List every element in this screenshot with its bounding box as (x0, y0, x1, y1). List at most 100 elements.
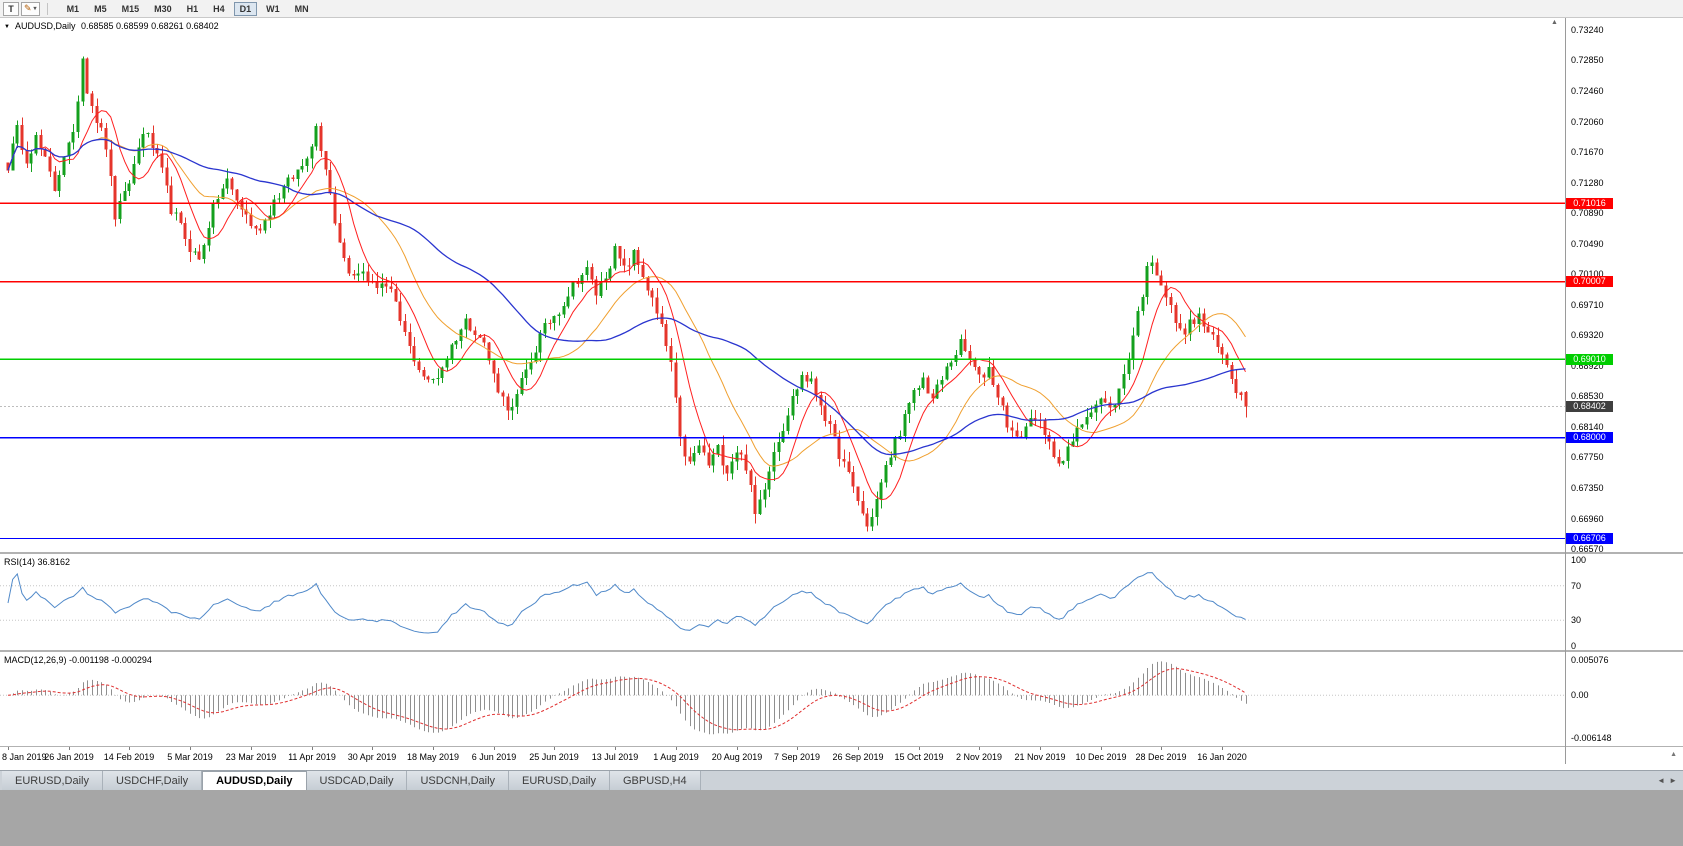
chart-tab-audusd-daily[interactable]: AUDUSD,Daily (202, 771, 307, 790)
date-tick-mark (129, 747, 130, 750)
price-tick-label: 0.71670 (1571, 147, 1604, 158)
price-tick-label: 0.72060 (1571, 116, 1604, 127)
date-label: 13 Jul 2019 (591, 752, 639, 762)
date-label: 8 Jan 2019 (2, 752, 47, 762)
chart-tab-usdcnh-daily[interactable]: USDCNH,Daily (407, 771, 510, 790)
timeframe-button-m15[interactable]: M15 (116, 2, 146, 16)
timeframe-button-h1[interactable]: H1 (181, 2, 205, 16)
date-tick-mark (69, 747, 70, 750)
date-tick-mark (1161, 747, 1162, 750)
pane-splitter[interactable] (0, 552, 1683, 554)
date-tick-mark (312, 747, 313, 750)
date-tick-mark (8, 747, 9, 750)
hline-price-badge: 0.66706 (1566, 532, 1613, 544)
chart-tab-usdcad-daily[interactable]: USDCAD,Daily (306, 771, 408, 790)
timeframe-button-m5[interactable]: M5 (88, 2, 113, 16)
tabbar-spacer (701, 771, 1652, 790)
price-tick-label: 0.72460 (1571, 85, 1604, 96)
timeframe-button-mn[interactable]: MN (289, 2, 315, 16)
price-tick-label: 0.66570 (1571, 544, 1604, 552)
price-tick-label: 0.68530 (1571, 391, 1604, 402)
price-tick-label: 0.67750 (1571, 452, 1604, 463)
price-tick-label: 0.70490 (1571, 238, 1604, 249)
macd-tick-label: -0.006148 (1571, 733, 1612, 743)
timeframe-button-m30[interactable]: M30 (148, 2, 178, 16)
pane-splitter[interactable] (0, 650, 1683, 652)
pencil-icon: ✎ (24, 3, 32, 13)
date-label: 15 Oct 2019 (894, 752, 944, 762)
date-label: 10 Dec 2019 (1075, 752, 1127, 762)
axis-corner: ▲ (1566, 747, 1683, 764)
timeframe-button-h4[interactable]: H4 (207, 2, 231, 16)
chart-toolbar: T ✎ ▾ M1 M5 M15 M30 H1 H4 D1 W1 MN (0, 0, 1683, 18)
chart-tab-eurusd-daily[interactable]: EURUSD,Daily (509, 771, 610, 790)
chart-tab-usdchf-daily[interactable]: USDCHF,Daily (102, 771, 203, 790)
main-price-chart[interactable]: ▼ AUDUSD,Daily 0.68585 0.68599 0.68261 0… (0, 18, 1565, 552)
chart-tab-eurusd-daily[interactable]: EURUSD,Daily (2, 771, 103, 790)
date-tick-mark (919, 747, 920, 750)
date-tick-mark (615, 747, 616, 750)
date-tick-mark (1101, 747, 1102, 750)
tab-scroll-right-icon[interactable]: ► (1669, 776, 1677, 785)
rsi-tick-label: 0 (1571, 641, 1577, 650)
chart-symbol-label: AUDUSD,Daily (14, 21, 76, 31)
date-tick-mark (1222, 747, 1223, 750)
price-tick-label: 0.70890 (1571, 207, 1604, 218)
price-tick-label: 0.69320 (1571, 330, 1604, 341)
window-background (0, 790, 1683, 846)
date-tick-mark (737, 747, 738, 750)
date-tick-mark (797, 747, 798, 750)
macd-axis[interactable]: 0.005076 0.00 -0.006148 (1566, 652, 1683, 746)
date-tick-mark (372, 747, 373, 750)
price-tick-label: 0.67350 (1571, 483, 1604, 494)
rsi-label: RSI(14) 36.8162 (4, 557, 71, 567)
time-axis[interactable]: 8 Jan 2019 26 Jan 2019 14 Feb 2019 5 Mar 20… (0, 747, 1565, 764)
draw-tool-button[interactable]: ✎ ▾ (21, 1, 40, 16)
symbol-marker-icon: ▼ (4, 24, 10, 30)
hline-price-badge: 0.70007 (1566, 276, 1613, 288)
price-axis[interactable]: 0.73240 0.72850 0.72460 0.72060 0.71670 0.712… (1566, 18, 1683, 552)
auto-scroll-icon[interactable]: ▲ (1551, 19, 1558, 26)
chart-ohlc-values: 0.68585 0.68599 0.68261 0.68402 (81, 21, 219, 31)
date-label: 28 Dec 2019 (1135, 752, 1187, 762)
axis-separator (1565, 18, 1566, 764)
date-label: 26 Sep 2019 (832, 752, 884, 762)
scroll-marker-icon[interactable]: ▲ (1670, 751, 1677, 758)
chart-type-button[interactable]: T (3, 1, 19, 16)
date-label: 2 Nov 2019 (955, 752, 1003, 762)
price-tick-label: 0.69710 (1571, 299, 1604, 310)
toolbar-separator (46, 2, 48, 15)
date-label: 16 Jan 2020 (1197, 752, 1247, 762)
macd-indicator-pane[interactable]: MACD(12,26,9) -0.001198 -0.000294 (0, 652, 1565, 746)
date-label: 30 Apr 2019 (347, 752, 397, 762)
price-tick-label: 0.71280 (1571, 177, 1604, 188)
rsi-tick-label: 70 (1571, 580, 1582, 591)
macd-tick-label: 0.005076 (1571, 655, 1609, 665)
chart-window-edge (0, 764, 1683, 770)
rsi-indicator-pane[interactable]: RSI(14) 36.8162 (0, 554, 1565, 650)
macd-tick-label: 0.00 (1571, 690, 1589, 701)
chevron-down-icon: ▾ (33, 6, 37, 12)
price-tick-label: 0.73240 (1571, 25, 1604, 35)
tab-scroll-left-icon[interactable]: ◄ (1657, 776, 1666, 785)
timeframe-button-w1[interactable]: W1 (260, 2, 286, 16)
date-tick-mark (979, 747, 980, 750)
price-tick-label: 0.70100 (1571, 269, 1604, 280)
date-label: 20 Aug 2019 (711, 752, 763, 762)
hline-price-badge: 0.68000 (1566, 432, 1613, 444)
rsi-axis[interactable]: 100 70 30 0 (1566, 554, 1683, 650)
price-tick-label: 0.66960 (1571, 513, 1604, 524)
timeframe-button-m1[interactable]: M1 (61, 2, 86, 16)
hline-price-badge: 0.71016 (1566, 197, 1613, 209)
chart-tab-gbpusd-h4[interactable]: GBPUSD,H4 (610, 771, 701, 790)
date-tick-mark (251, 747, 252, 750)
date-tick-mark (433, 747, 434, 750)
date-tick-mark (858, 747, 859, 750)
timeframe-button-d1[interactable]: D1 (233, 1, 258, 16)
chart-ohlc-header: ▼ AUDUSD,Daily 0.68585 0.68599 0.68261 0… (4, 21, 222, 31)
date-label: 14 Feb 2019 (103, 752, 155, 762)
date-tick-mark (676, 747, 677, 750)
tab-scroll-controls: ◄ ► (1651, 771, 1683, 790)
date-label: 18 May 2019 (406, 752, 460, 762)
date-axis-border (0, 746, 1683, 747)
